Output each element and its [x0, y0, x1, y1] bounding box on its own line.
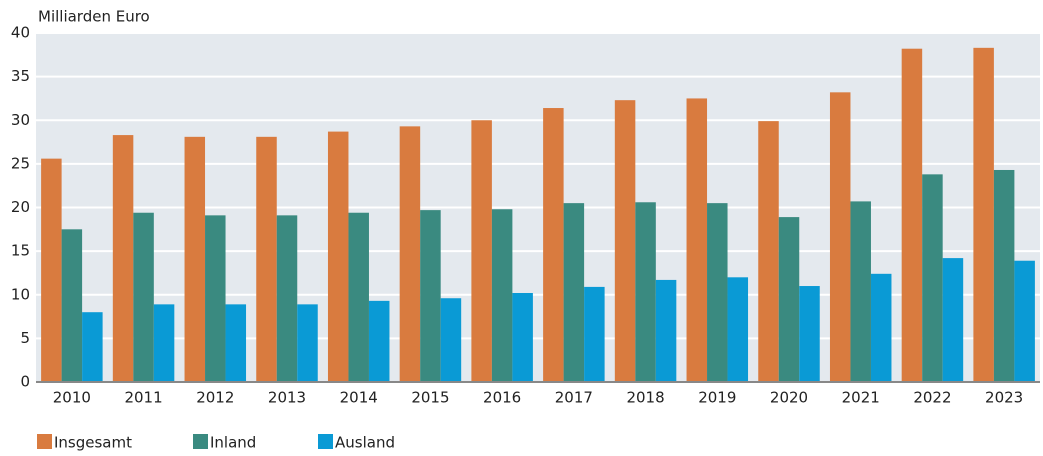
y-tick-label: 5 [20, 329, 30, 347]
bar [205, 215, 226, 382]
bar [543, 108, 564, 382]
x-tick-label: 2016 [483, 389, 521, 407]
bar [471, 120, 492, 382]
bar [993, 169, 1015, 382]
bar [707, 203, 728, 382]
y-tick-label: 40 [11, 24, 30, 42]
bar [368, 300, 390, 382]
y-tick-label: 20 [11, 198, 30, 216]
bar [655, 279, 677, 382]
bar [850, 201, 871, 382]
bar [491, 209, 513, 382]
legend-swatch [193, 434, 208, 449]
y-tick-label: 35 [11, 67, 30, 85]
x-tick-label: 2021 [842, 389, 880, 407]
bar [922, 174, 943, 382]
bar [440, 298, 462, 382]
legend-swatch [318, 434, 333, 449]
bar [184, 136, 206, 382]
x-tick-label: 2014 [340, 389, 378, 407]
x-tick-label: 2012 [196, 389, 234, 407]
bar [327, 131, 349, 382]
y-tick-label: 0 [20, 373, 30, 391]
bar [584, 286, 605, 382]
y-tick-label: 10 [11, 285, 30, 303]
x-tick-label: 2010 [53, 389, 91, 407]
y-tick-label: 15 [11, 242, 30, 260]
bar [563, 203, 585, 382]
bar [1014, 260, 1035, 382]
legend-label: Insgesamt [54, 434, 132, 452]
bar [297, 304, 318, 382]
bar [635, 202, 656, 382]
bar [276, 215, 298, 382]
bar [225, 304, 247, 382]
bar [112, 135, 134, 382]
bar [614, 100, 636, 383]
bar [512, 293, 533, 382]
x-tick-label: 2013 [268, 389, 306, 407]
bar [41, 158, 62, 382]
x-tick-label: 2019 [698, 389, 736, 407]
bar [256, 136, 277, 382]
bar [829, 92, 851, 382]
x-tick-label: 2020 [770, 389, 808, 407]
legend-label: Inland [210, 434, 256, 452]
bar [870, 273, 892, 382]
x-tick-label: 2018 [626, 389, 664, 407]
bar [61, 229, 83, 382]
bar [686, 98, 708, 382]
x-tick-label: 2017 [555, 389, 593, 407]
bar [133, 212, 154, 382]
y-tick-label: 25 [11, 154, 30, 172]
legend-swatch [37, 434, 52, 449]
bar [399, 126, 421, 382]
bar [420, 210, 441, 382]
y-tick-label: 30 [11, 111, 30, 129]
x-tick-label: 2022 [913, 389, 951, 407]
bar [153, 304, 175, 382]
bar [82, 312, 103, 382]
bar [942, 258, 964, 382]
x-tick-label: 2011 [124, 389, 162, 407]
bar [778, 217, 800, 382]
bar [901, 48, 923, 383]
bar [758, 121, 779, 382]
bar [727, 277, 749, 382]
x-tick-label: 2023 [985, 389, 1023, 407]
bar [348, 212, 369, 382]
bar [973, 47, 994, 383]
y-axis-label: Milliarden Euro [38, 8, 150, 26]
bar [799, 286, 820, 382]
x-tick-label: 2015 [411, 389, 449, 407]
legend-label: Ausland [335, 434, 395, 452]
